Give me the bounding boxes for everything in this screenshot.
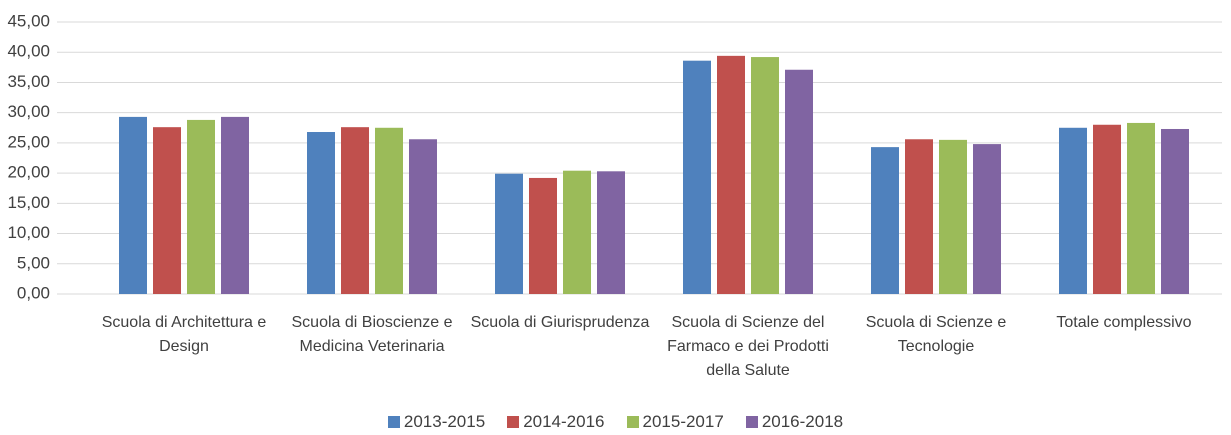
bar [939, 139, 967, 294]
legend: 2013-2015 2014-2016 2015-2017 2016-2018 [0, 412, 1231, 432]
legend-item: 2014-2016 [507, 412, 605, 432]
legend-label: 2016-2018 [761, 412, 844, 431]
bar [1161, 128, 1189, 294]
y-tick-label: 45,00 [7, 11, 50, 30]
bar [1093, 124, 1121, 294]
y-tick-label: 10,00 [7, 223, 50, 242]
bar [1059, 127, 1087, 295]
legend-swatch [745, 416, 758, 428]
bar [717, 55, 745, 294]
y-tick-label: 5,00 [17, 253, 50, 272]
bar [375, 127, 403, 295]
y-tick-label: 20,00 [7, 163, 50, 182]
bar [563, 170, 591, 294]
x-tick-label: Scuola di Architettura e Design [101, 314, 267, 355]
bar [597, 171, 625, 294]
bar [153, 127, 181, 294]
y-tick-label: 40,00 [7, 42, 50, 61]
bar [871, 147, 899, 294]
bar [683, 60, 711, 294]
y-tick-label: 15,00 [7, 193, 50, 212]
y-tick-label: 0,00 [17, 283, 50, 302]
legend-swatch [626, 416, 639, 428]
legend-label: 2013-2015 [403, 412, 486, 431]
legend-swatch [507, 416, 520, 428]
y-tick-label: 25,00 [7, 132, 50, 151]
bar [187, 119, 215, 294]
bar [785, 69, 813, 294]
bar [529, 177, 557, 294]
bar [905, 139, 933, 294]
y-tick-label: 30,00 [7, 102, 50, 121]
x-tick-label: Scuola di Bioscienze e Medicina Veterina… [291, 314, 453, 355]
legend-item: 2015-2017 [626, 412, 724, 432]
bar [221, 116, 249, 294]
legend-label: 2015-2017 [642, 412, 724, 431]
legend-label: 2014-2016 [523, 412, 605, 431]
bar [341, 127, 369, 294]
bar [751, 57, 779, 295]
x-tick-label: Scuola di Scienze e Tecnologie [865, 314, 1007, 355]
y-tick-label: 35,00 [7, 72, 50, 91]
x-tick-label: Scuola di Giurisprudenza [470, 314, 650, 331]
legend-item: 2013-2015 [387, 412, 486, 432]
bar [495, 173, 523, 294]
legend-swatch [387, 416, 400, 428]
bar [409, 139, 437, 294]
x-tick-label: Totale complessivo [1056, 314, 1192, 331]
bar [307, 132, 335, 294]
bar [1127, 122, 1155, 294]
legend-item: 2016-2018 [745, 412, 844, 432]
x-tick-label: Scuola di Scienze del Farmaco e dei Prod… [667, 314, 829, 379]
bar [973, 144, 1001, 294]
bar [119, 116, 147, 294]
